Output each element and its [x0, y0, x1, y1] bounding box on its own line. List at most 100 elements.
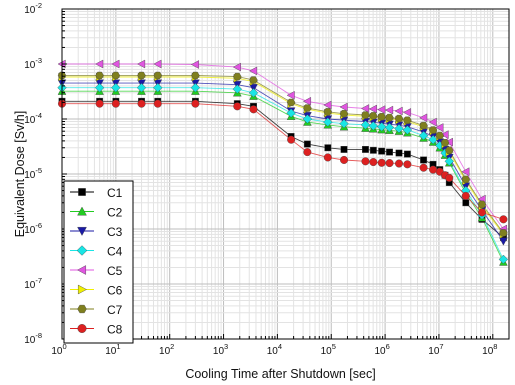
legend-marker-c6 — [77, 284, 87, 295]
series-markers — [57, 59, 509, 266]
data-point-c1 — [303, 140, 311, 148]
grid — [61, 8, 510, 340]
data-point-c4 — [402, 125, 413, 135]
data-point-c8 — [395, 159, 404, 168]
data-point-c5 — [95, 59, 104, 69]
data-point-c1 — [362, 146, 369, 153]
data-point-c7 — [445, 146, 454, 154]
data-point-c7 — [286, 98, 296, 107]
data-point-c7 — [403, 116, 412, 124]
data-point-c4 — [136, 83, 147, 93]
data-point-c5 — [232, 62, 241, 72]
legend-label: C6 — [107, 284, 123, 298]
data-point-c7 — [477, 200, 487, 209]
data-point-c1 — [340, 146, 348, 153]
data-point-c5 — [428, 117, 437, 127]
data-point-c7 — [303, 104, 312, 112]
data-point-c5 — [339, 102, 348, 112]
data-point-c7 — [394, 114, 404, 123]
data-point-c8 — [403, 160, 412, 169]
data-point-c8 — [429, 165, 438, 174]
legend: C1 C2 C3 C4 C5 C6 C7 C8 — [63, 180, 134, 344]
data-point-c8 — [249, 105, 258, 114]
data-point-c7 — [385, 113, 394, 122]
data-point-c8 — [323, 153, 332, 162]
data-point-c8 — [153, 99, 162, 108]
data-point-c1 — [378, 147, 386, 155]
data-point-c8 — [445, 173, 454, 182]
data-point-c8 — [303, 148, 312, 157]
data-point-c4 — [418, 130, 429, 141]
legend-label: C4 — [107, 245, 123, 259]
x-tick-label: 108 — [482, 342, 497, 357]
data-point-c8 — [377, 158, 386, 167]
data-point-c5 — [249, 66, 258, 76]
data-point-c8 — [340, 155, 349, 164]
data-point-c8 — [191, 99, 200, 108]
data-point-c1 — [386, 148, 393, 156]
data-point-c5 — [435, 123, 444, 132]
data-point-c5 — [402, 108, 411, 117]
data-point-c1 — [462, 199, 470, 207]
x-tick-label: 107 — [428, 342, 443, 357]
data-point-c4 — [377, 122, 387, 132]
data-point-c1 — [395, 149, 403, 157]
y-tick-label: 10-2 — [24, 1, 42, 16]
data-point-c7 — [95, 71, 104, 80]
data-point-c4 — [428, 135, 438, 145]
data-point-c8 — [369, 158, 378, 167]
data-point-c5 — [368, 104, 377, 114]
data-point-c7 — [428, 126, 438, 134]
data-point-c8 — [478, 208, 487, 217]
x-tick-label: 103 — [213, 342, 228, 357]
data-point-c7 — [377, 113, 386, 121]
x-tick-label: 105 — [321, 342, 336, 357]
data-point-c1 — [324, 144, 332, 152]
data-point-c1 — [369, 146, 377, 154]
x-tick-label: 100 — [51, 342, 66, 357]
x-axis-title: Cooling Time after Shutdown [sec] — [185, 367, 375, 381]
data-point-c8 — [419, 163, 428, 172]
data-point-c5 — [190, 60, 200, 69]
y-tick-label: 10-7 — [24, 276, 42, 291]
x-tick-label: 101 — [105, 342, 120, 357]
data-point-c5 — [302, 96, 311, 106]
data-point-c4 — [94, 83, 105, 93]
y-tick-label: 10-3 — [24, 56, 42, 71]
legend-marker-c8 — [77, 324, 87, 333]
data-point-c8 — [461, 191, 470, 200]
data-point-c4 — [394, 123, 404, 134]
data-point-c8 — [137, 99, 146, 108]
data-point-c7 — [233, 72, 242, 81]
data-point-c4 — [444, 156, 454, 166]
data-point-c5 — [394, 106, 403, 116]
data-point-c8 — [385, 159, 394, 168]
y-tick-label: 10-8 — [24, 331, 42, 346]
data-point-c4 — [190, 83, 201, 93]
data-point-c4 — [232, 84, 242, 94]
data-point-c7 — [499, 229, 508, 237]
y-tick-label: 10-4 — [24, 111, 42, 126]
legend-marker-c2 — [77, 206, 87, 216]
legend-label: C2 — [107, 206, 123, 220]
data-point-c4 — [302, 114, 313, 124]
legend-marker-c3 — [77, 226, 87, 236]
data-point-c7 — [323, 108, 333, 116]
legend-label: C7 — [107, 303, 123, 317]
data-point-c8 — [233, 102, 242, 111]
data-point-c1 — [403, 150, 411, 158]
x-tick-label: 102 — [159, 342, 174, 357]
data-point-c4 — [339, 119, 349, 129]
data-point-c7 — [339, 109, 349, 118]
legend-label: C3 — [107, 225, 123, 239]
data-point-c3 — [249, 84, 258, 93]
data-point-c7 — [369, 112, 378, 120]
data-point-c5 — [361, 104, 370, 113]
y-tick-label: 10-6 — [24, 221, 42, 236]
data-point-c5 — [377, 105, 386, 114]
data-point-c7 — [361, 111, 370, 119]
data-point-c3 — [499, 237, 508, 246]
data-point-c1 — [420, 156, 427, 164]
legend-box — [63, 180, 134, 344]
data-point-c4 — [111, 83, 121, 93]
